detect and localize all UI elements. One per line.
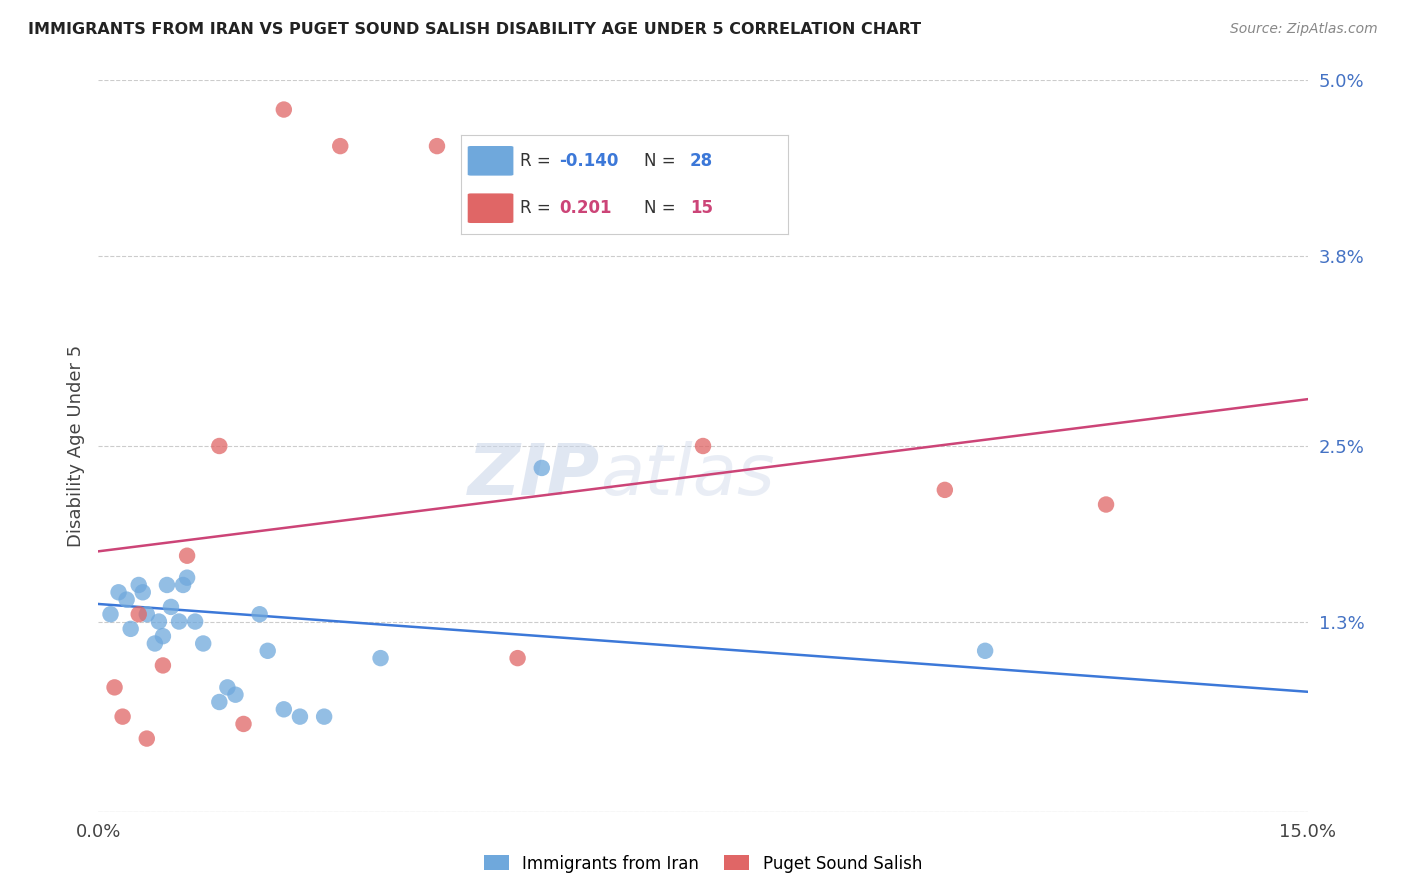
Point <box>128 607 150 622</box>
Point <box>934 483 956 497</box>
Y-axis label: Disability Age Under 5: Disability Age Under 5 <box>66 345 84 547</box>
Point <box>232 717 254 731</box>
Point <box>370 651 392 665</box>
Point <box>1095 498 1118 512</box>
Point <box>974 644 997 658</box>
Text: ZIP: ZIP <box>468 441 600 509</box>
Text: atlas: atlas <box>600 441 775 509</box>
Point <box>193 636 215 650</box>
Point <box>314 709 336 723</box>
Point <box>208 439 231 453</box>
Point <box>111 709 134 723</box>
Point <box>167 615 190 629</box>
Point <box>249 607 271 622</box>
Point <box>100 607 122 622</box>
Legend: Immigrants from Iran, Puget Sound Salish: Immigrants from Iran, Puget Sound Salish <box>478 848 928 880</box>
Point <box>135 731 157 746</box>
Point <box>184 615 207 629</box>
Point <box>148 615 170 629</box>
Point <box>115 592 138 607</box>
Point <box>143 636 166 650</box>
Point <box>160 599 183 614</box>
Point <box>329 139 352 153</box>
Text: Source: ZipAtlas.com: Source: ZipAtlas.com <box>1230 22 1378 37</box>
Point <box>692 439 714 453</box>
Point <box>224 688 246 702</box>
Point <box>132 585 155 599</box>
Point <box>217 681 239 695</box>
Point <box>256 644 278 658</box>
Point <box>288 709 311 723</box>
Point <box>135 607 157 622</box>
Point <box>152 658 174 673</box>
Point <box>273 702 295 716</box>
Point <box>273 103 295 117</box>
Point <box>107 585 129 599</box>
Point <box>426 139 449 153</box>
Point <box>506 651 529 665</box>
Text: IMMIGRANTS FROM IRAN VS PUGET SOUND SALISH DISABILITY AGE UNDER 5 CORRELATION CH: IMMIGRANTS FROM IRAN VS PUGET SOUND SALI… <box>28 22 921 37</box>
Point <box>176 549 198 563</box>
Point <box>208 695 231 709</box>
Point <box>530 461 553 475</box>
Point <box>172 578 194 592</box>
Point <box>156 578 179 592</box>
Point <box>176 571 198 585</box>
Point <box>120 622 142 636</box>
Point <box>152 629 174 643</box>
Point <box>128 578 150 592</box>
Point <box>103 681 125 695</box>
